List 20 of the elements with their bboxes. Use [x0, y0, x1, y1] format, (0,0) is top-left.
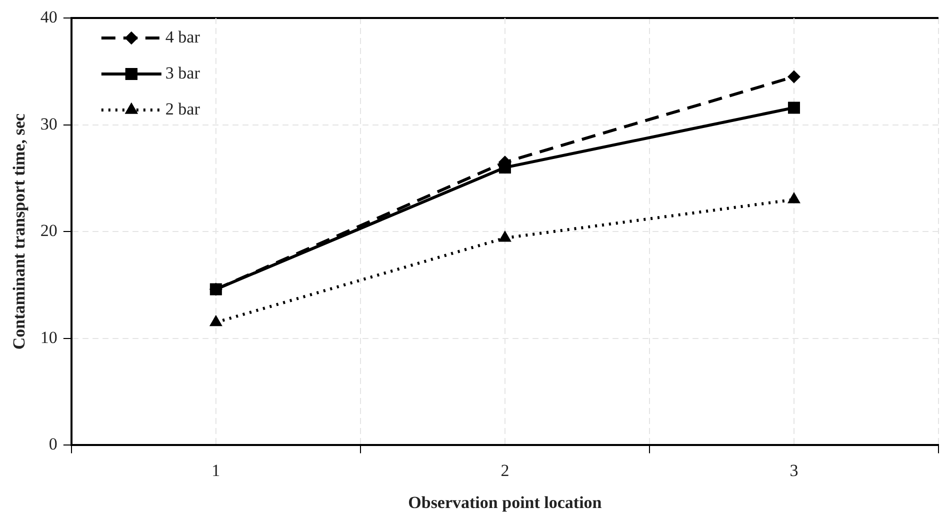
- y-axis-title: Contaminant transport time, sec: [10, 113, 29, 350]
- x-tick-label: 2: [500, 460, 510, 480]
- point: [787, 70, 800, 84]
- point: [210, 283, 222, 296]
- legend-label: 2 bar: [165, 99, 200, 118]
- x-axis-title: Observation point location: [408, 493, 602, 512]
- point: [209, 314, 222, 326]
- y-tick-label: 10: [40, 328, 58, 347]
- point: [498, 162, 511, 174]
- x-tick-label: 1: [212, 460, 220, 480]
- point: [787, 192, 800, 204]
- y-tick-label: 0: [48, 434, 58, 454]
- y-tick-label: 30: [40, 114, 58, 134]
- x-tick-label: 3: [790, 460, 798, 480]
- y-tick-label: 40: [40, 7, 58, 26]
- legend-label: 3 bar: [165, 63, 200, 82]
- y-tick-label: 20: [40, 221, 58, 240]
- point: [498, 230, 512, 242]
- legend-label: 4 bar: [165, 27, 200, 46]
- point: [788, 102, 800, 114]
